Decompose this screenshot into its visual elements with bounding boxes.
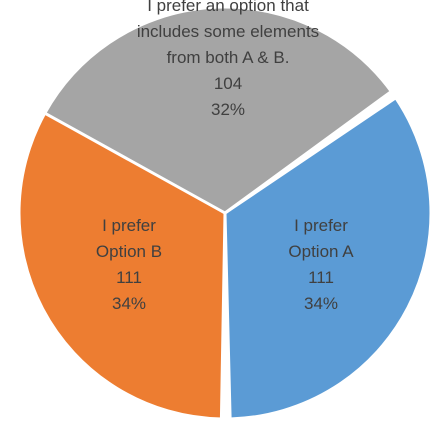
slice-label-line: from both A & B. xyxy=(167,48,290,67)
pie-slice-3 xyxy=(43,5,393,215)
slice-value-label: 111 xyxy=(116,268,142,287)
slice-label-line: Option A xyxy=(288,242,354,261)
slice-label-line: Option B xyxy=(96,242,162,261)
slice-percent-label: 34% xyxy=(304,294,338,313)
slice-data-label-3: I prefer an option that includes some ele… xyxy=(137,0,319,119)
slice-label-line: includes some elements xyxy=(137,22,319,41)
slice-label-line: I prefer xyxy=(102,216,156,235)
slice-percent-label: 34% xyxy=(112,294,146,313)
slice-data-label-2: I prefer Option B 111 34% xyxy=(96,216,162,313)
slice-data-label-1: I prefer Option A 111 34% xyxy=(288,216,354,313)
slice-label-line: I prefer xyxy=(294,216,348,235)
pie-slice-1 xyxy=(223,96,433,421)
slice-value-label: 104 xyxy=(214,74,242,93)
slice-label-line: I prefer an option that xyxy=(147,0,309,15)
slice-percent-label: 32% xyxy=(211,100,245,119)
slice-value-label: 111 xyxy=(308,268,334,287)
